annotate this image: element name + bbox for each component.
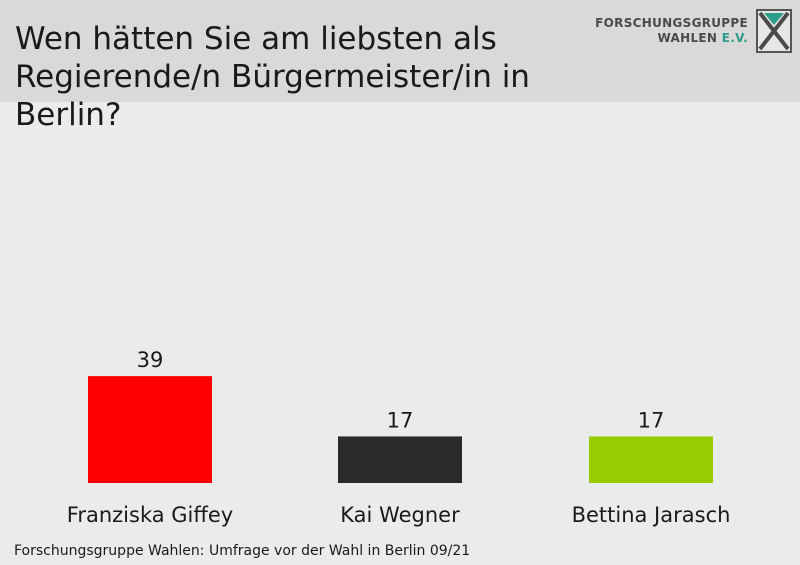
title-line-1: Wen hätten Sie am liebsten als [15,21,497,57]
logo-line-2-main: WAHLEN [657,31,722,45]
value-label-2: 17 [638,408,665,432]
value-label-1: 17 [387,408,414,432]
bar-1 [338,436,462,483]
bar-chart: 39 Franziska Giffey 17 Kai Wegner 17 Bettina … [67,348,731,527]
value-label-0: 39 [137,348,164,372]
category-label-2: Bettina Jarasch [572,503,731,527]
bar-2 [589,436,713,483]
category-label-1: Kai Wegner [340,503,460,527]
bar-0 [88,376,212,483]
organization-logo: FORSCHUNGSGRUPPE WAHLEN E.V. [595,7,792,55]
category-label-0: Franziska Giffey [67,503,233,527]
page-title: Wen hätten Sie am liebsten als Regierend… [15,20,615,134]
title-line-2: Regierende/n Bürgermeister/in in Berlin? [15,59,530,133]
logo-text: FORSCHUNGSGRUPPE WAHLEN E.V. [595,16,748,46]
logo-line-2: WAHLEN E.V. [595,31,748,46]
source-note: Forschungsgruppe Wahlen: Umfrage vor der… [14,543,471,559]
logo-line-1: FORSCHUNGSGRUPPE [595,16,748,30]
logo-line-2-accent: E.V. [721,31,748,45]
header-band: Wen hätten Sie am liebsten als Regierend… [0,0,800,133]
fgw-logo-icon [756,9,792,53]
